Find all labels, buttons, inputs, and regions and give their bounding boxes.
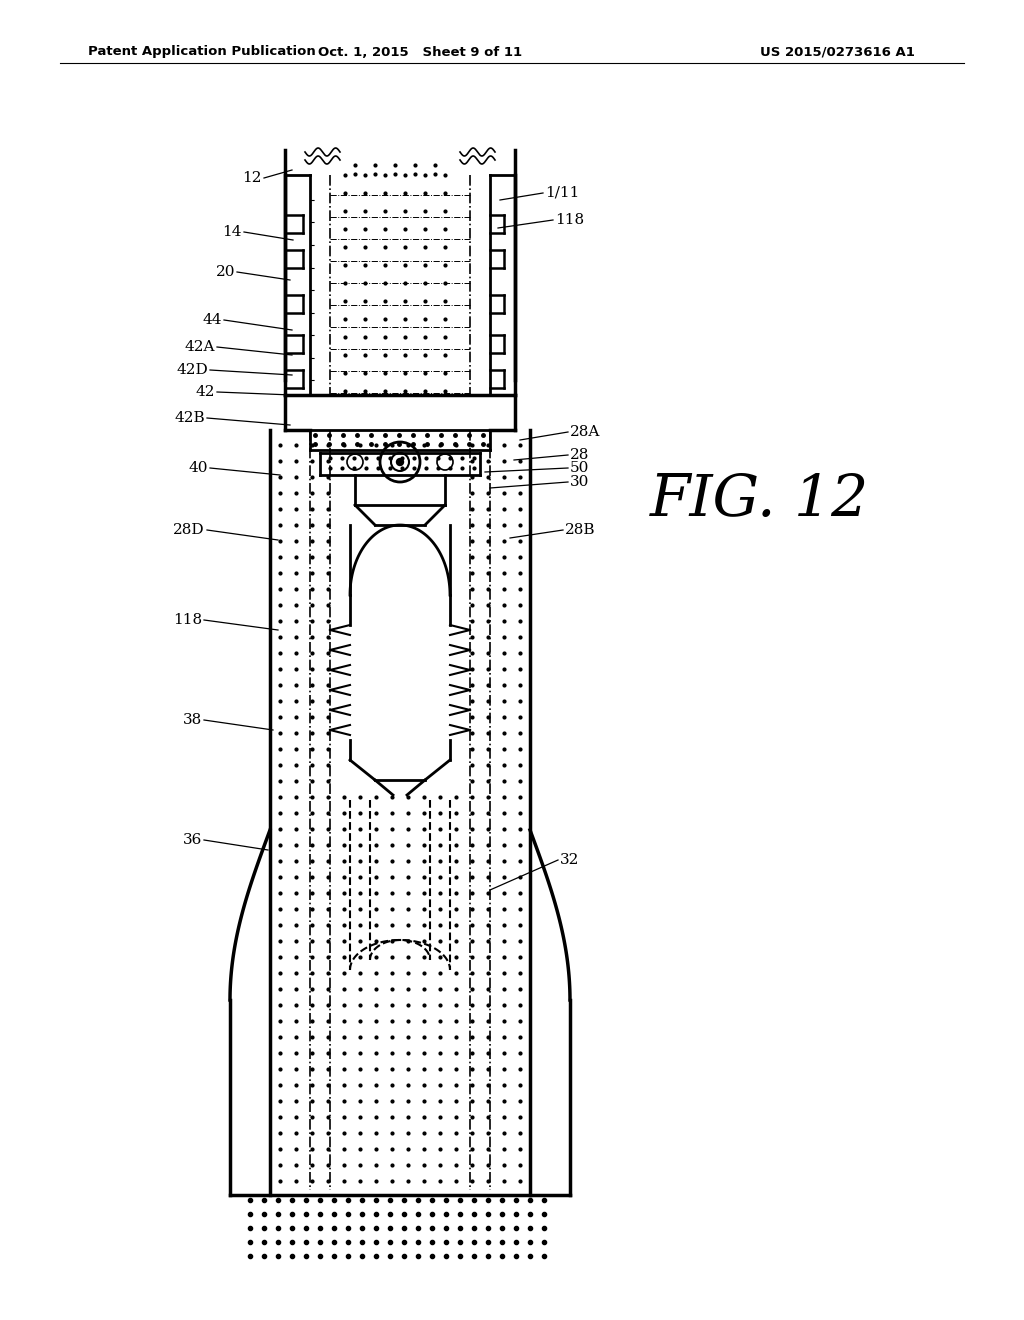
Text: 36: 36 [182,833,202,847]
Text: 28: 28 [570,447,590,462]
Text: FIG. 12: FIG. 12 [650,471,869,528]
Text: 30: 30 [570,475,590,488]
Text: US 2015/0273616 A1: US 2015/0273616 A1 [760,45,914,58]
Text: 14: 14 [222,224,242,239]
Circle shape [396,458,403,466]
Text: 118: 118 [173,612,202,627]
Text: 38: 38 [182,713,202,727]
Text: 12: 12 [243,172,262,185]
Text: 40: 40 [188,461,208,475]
Text: 20: 20 [215,265,234,279]
Text: 42D: 42D [176,363,208,378]
Text: Oct. 1, 2015   Sheet 9 of 11: Oct. 1, 2015 Sheet 9 of 11 [317,45,522,58]
Text: 1/11: 1/11 [545,186,580,201]
Text: Patent Application Publication: Patent Application Publication [88,45,315,58]
Text: 32: 32 [560,853,580,867]
Text: 42B: 42B [174,411,205,425]
Text: 28B: 28B [565,523,596,537]
Text: 28D: 28D [173,523,205,537]
Text: 50: 50 [570,461,590,475]
Text: 42A: 42A [184,341,215,354]
Text: 44: 44 [203,313,222,327]
Text: 28A: 28A [570,425,600,440]
Text: 118: 118 [555,213,584,227]
Text: 42: 42 [196,385,215,399]
